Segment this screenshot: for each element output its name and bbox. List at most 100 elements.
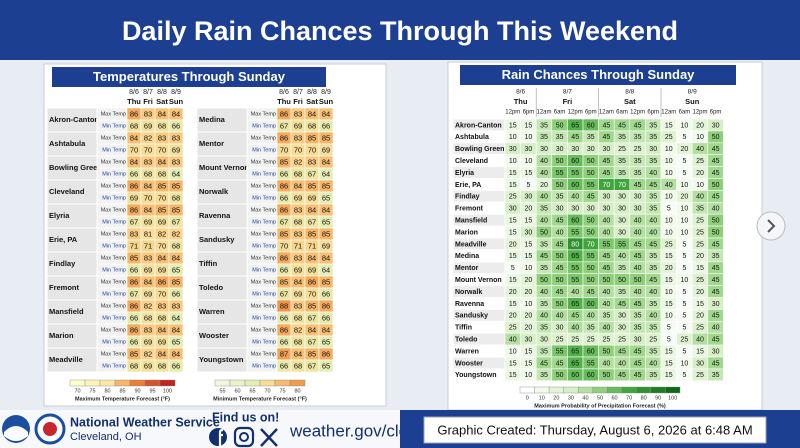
- rain-value: 70: [618, 182, 626, 189]
- rain-value: 40: [649, 217, 657, 224]
- rain-value: 35: [649, 206, 657, 213]
- rain-city: Bowling Green: [455, 146, 504, 153]
- rain-value: 30: [587, 146, 595, 153]
- max-legend-swatch: [144, 379, 161, 387]
- rain-value: 20: [540, 182, 548, 189]
- max-legend-tick: 70: [74, 388, 80, 394]
- temp-value: 84: [130, 133, 138, 142]
- temp-row-label: Max Temp: [251, 327, 276, 333]
- rain-value: 45: [712, 265, 720, 272]
- temp-city: Toledo: [199, 283, 223, 292]
- rain-value: 5: [682, 301, 686, 308]
- rain-value: 65: [571, 348, 579, 355]
- temp-date: 8/7: [143, 89, 153, 96]
- rain-value: 55: [603, 241, 611, 248]
- rain-value: 35: [649, 194, 657, 201]
- rain-legend-swatch: [577, 386, 593, 394]
- rain-value: 30: [603, 206, 611, 213]
- rain-value: 25: [587, 336, 595, 343]
- rain-value: 55: [571, 170, 579, 177]
- rain-value: 50: [587, 265, 595, 272]
- temp-row-label: Min Temp: [102, 195, 126, 201]
- temp-value: 84: [172, 349, 180, 358]
- next-arrow[interactable]: [756, 211, 786, 241]
- x-icon[interactable]: [260, 428, 278, 447]
- temp-value: 83: [294, 109, 302, 118]
- rain-legend-tick: 70: [626, 395, 632, 401]
- rain-value: 15: [525, 360, 533, 367]
- rain-value: 45: [603, 253, 611, 260]
- rain-value: 40: [634, 265, 642, 272]
- temp-value: 85: [322, 277, 330, 286]
- rain-value: 40: [649, 229, 657, 236]
- temp-value: 68: [294, 217, 302, 226]
- temp-value: 65: [322, 193, 330, 202]
- temp-value: 64: [322, 169, 330, 178]
- max-legend-swatch: [159, 379, 176, 387]
- rain-value: 5: [667, 325, 671, 332]
- temp-value: 85: [308, 349, 316, 358]
- min-legend-label: Minimum Temperature Forecast (°F): [213, 396, 307, 402]
- facebook-icon[interactable]: [209, 428, 227, 446]
- rain-value: 30: [525, 146, 533, 153]
- rain-value: 5: [682, 241, 686, 248]
- temp-value: 85: [322, 133, 330, 142]
- rain-value: 20: [525, 289, 533, 296]
- rain-value: 45: [587, 289, 595, 296]
- temp-value: 69: [294, 193, 302, 202]
- title-band: [0, 0, 800, 60]
- temp-row-label: Max Temp: [101, 327, 126, 333]
- rain-value: 10: [509, 348, 517, 355]
- rain-value: 45: [712, 336, 720, 343]
- temp-value: 71: [144, 241, 152, 250]
- rain-value: 5: [682, 348, 686, 355]
- temp-value: 70: [158, 241, 166, 250]
- min-legend-swatch: [259, 379, 276, 387]
- rain-value: 40: [712, 206, 720, 213]
- temp-value: 67: [280, 121, 288, 130]
- temp-row-label: Min Temp: [252, 195, 276, 201]
- temp-value: 71: [294, 241, 302, 250]
- rain-value: 40: [603, 360, 611, 367]
- rain-value: 20: [696, 253, 704, 260]
- rain-time: 6am: [679, 110, 691, 116]
- temp-value: 86: [280, 325, 288, 334]
- temp-value: 83: [294, 253, 302, 262]
- rain-value: 25: [634, 146, 642, 153]
- rain-value: 10: [665, 313, 673, 320]
- max-legend-tick: 85: [119, 388, 125, 394]
- rain-legend-tick: 20: [553, 395, 559, 401]
- temp-city: Mount Vernon: [199, 163, 249, 172]
- rain-value: 50: [618, 277, 626, 284]
- max-legend-swatch: [129, 379, 146, 387]
- rain-value: 10: [525, 134, 533, 141]
- instagram-icon[interactable]: [233, 426, 255, 448]
- rain-value: 40: [649, 170, 657, 177]
- temp-value: 83: [294, 301, 302, 310]
- rain-value: 35: [540, 206, 548, 213]
- rain-value: 10: [509, 134, 517, 141]
- rain-value: 40: [540, 194, 548, 201]
- temp-value: 84: [322, 157, 330, 166]
- temp-row-label: Min Temp: [252, 171, 276, 177]
- rain-value: 50: [712, 229, 720, 236]
- rain-day: Sat: [624, 97, 636, 106]
- rain-value: 40: [618, 253, 626, 260]
- temp-row-label: Min Temp: [102, 243, 126, 249]
- temp-value: 69: [144, 289, 152, 298]
- rain-value: 35: [540, 348, 548, 355]
- rain-value: 50: [587, 277, 595, 284]
- temp-value: 65: [172, 265, 180, 274]
- temp-value: 86: [280, 181, 288, 190]
- rain-value: 30: [556, 146, 564, 153]
- rain-value: 45: [634, 122, 642, 129]
- rain-value: 25: [696, 372, 704, 379]
- rain-value: 15: [665, 360, 673, 367]
- temp-value: 69: [294, 265, 302, 274]
- temp-row-label: Min Temp: [252, 219, 276, 225]
- rain-legend-tick: 60: [611, 395, 617, 401]
- temp-value: 66: [280, 265, 288, 274]
- website[interactable]: weather.gov/cle: [289, 421, 408, 440]
- temp-value: 84: [144, 181, 152, 190]
- rain-value: 30: [618, 325, 626, 332]
